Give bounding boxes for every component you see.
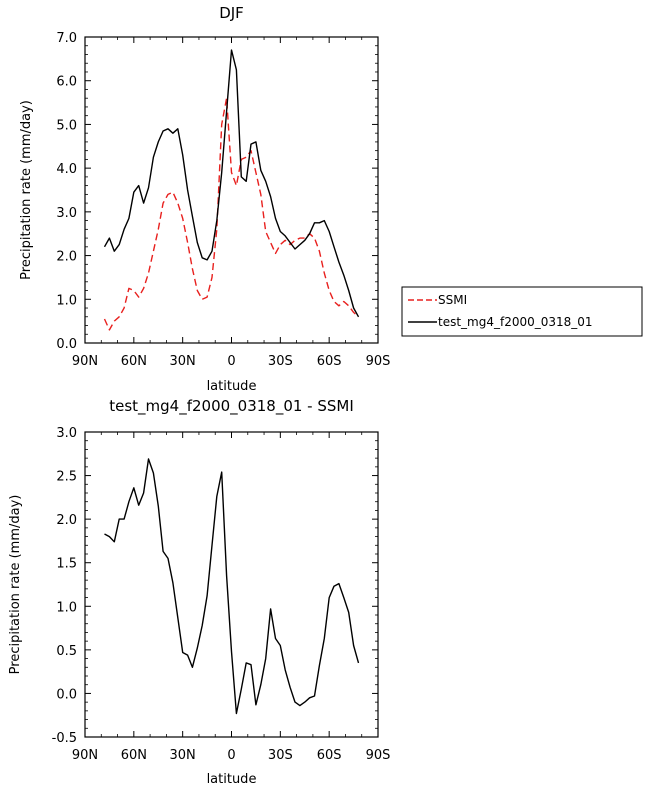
series-line-1 [104, 458, 360, 715]
x-tick-label: 90S [366, 354, 391, 369]
y-tick-label: 7.0 [56, 31, 77, 46]
x-tick-label: 0 [227, 354, 235, 369]
x-tick-label: 30S [268, 354, 293, 369]
y-tick-label: 3.0 [56, 206, 77, 221]
y-tick-label: 4.0 [56, 162, 77, 177]
y-tick-label: 3.0 [56, 426, 77, 441]
chart-panel-1: DJF 0.0 1.0 2.0 3.0 4.0 5.0 6.0 7.0 90N 60N 30N 0 30S… [19, 4, 643, 394]
y-tick-label: 2.0 [56, 250, 77, 265]
x-tick-label: 30N [170, 354, 196, 369]
x-tick-label: 90N [72, 354, 98, 369]
legend-box [401, 286, 643, 337]
chart-panel-2: test_mg4_f2000_0318_01 - SSMI -0.5 0.0 0.5 1… [8, 397, 390, 787]
y-tick-label: 2.5 [56, 470, 77, 485]
x-tick-label: 60S [317, 354, 342, 369]
legend-label: SSMI [438, 293, 467, 307]
y-tick-label: 5.0 [56, 118, 77, 133]
y-tick-label: 2.0 [56, 513, 77, 528]
x-tick-label: 90N [72, 748, 98, 763]
plot-frame [84, 36, 379, 344]
y-tick-label: 6.0 [56, 75, 77, 90]
y-tick-label: 1.0 [56, 293, 77, 308]
y-tick-label: -0.5 [52, 731, 77, 746]
legend-label: test_mg4_f2000_0318_01 [438, 315, 593, 329]
x-tick-label: 60N [121, 748, 147, 763]
y-tick-label: 0.0 [56, 687, 77, 702]
x-tick-label: 60N [121, 354, 147, 369]
x-tick-label: 30S [268, 748, 293, 763]
x-tick-label: 60S [317, 748, 342, 763]
x-axis-label: latitude [207, 379, 257, 394]
y-tick-label: 0.0 [56, 337, 77, 352]
x-axis-label: latitude [207, 772, 257, 787]
y-tick-label: 0.5 [56, 644, 77, 659]
x-tick-label: 30N [170, 748, 196, 763]
x-tick-label: 90S [366, 748, 391, 763]
chart-title: test_mg4_f2000_0318_01 - SSMI [109, 397, 354, 416]
series-line-test-mg4-f2000-0318-01 [103, 49, 360, 318]
x-tick-label: 0 [227, 748, 235, 763]
y-axis-label: Precipitation rate (mm/day) [8, 495, 23, 675]
legend: SSMI test_mg4_f2000_0318_01 [401, 286, 643, 337]
y-tick-label: 1.5 [56, 557, 77, 572]
series-line-ssmi [103, 97, 359, 331]
y-axis-label: Precipitation rate (mm/day) [19, 100, 34, 280]
chart-title: DJF [219, 4, 244, 22]
y-tick-label: 1.0 [56, 600, 77, 615]
plot-frame [84, 431, 379, 738]
